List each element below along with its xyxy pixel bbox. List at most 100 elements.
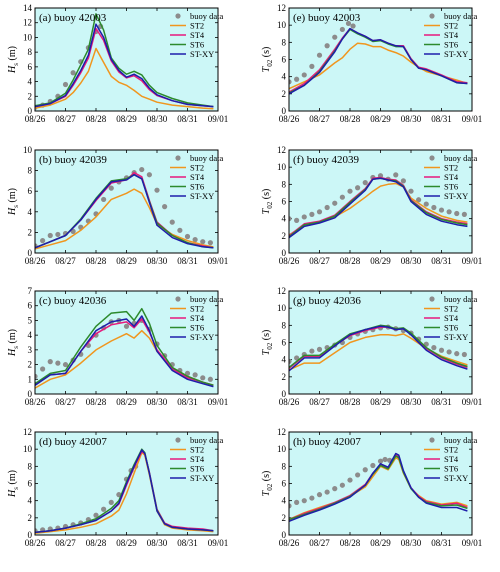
- plot-area: [289, 291, 472, 394]
- series-line-st6: [35, 307, 214, 386]
- legend-label: ST2: [190, 445, 204, 455]
- x-tick-label: 08/27: [55, 397, 76, 407]
- buoy-data-point: [355, 185, 361, 191]
- y-axis-label-unit: (s): [261, 47, 272, 60]
- buoy-data-point: [350, 23, 356, 29]
- buoy-data-point: [62, 81, 69, 88]
- panel-d: 08/26 08/27 08/28 08/29 08/30 08/31 09/01 0 2 4 6 8…: [7, 427, 228, 548]
- buoy-data-point: [362, 180, 368, 186]
- y-tick-label: 12: [277, 3, 286, 13]
- y-axis-label-unit: (s): [261, 189, 272, 202]
- y-tick-label: 4: [28, 77, 33, 87]
- buoy-data-point: [416, 197, 422, 203]
- series-line-st2: [289, 42, 468, 90]
- panel-title: (h) buoy 42007: [293, 436, 361, 448]
- legend-label: ST-XY: [190, 191, 214, 201]
- legend-marker-buoy: [429, 155, 435, 161]
- buoy-data-point: [289, 79, 292, 85]
- buoy-data-point: [382, 456, 388, 463]
- y-tick-label: 0: [282, 248, 287, 258]
- legend-label: ST4: [190, 313, 205, 323]
- legend-label: buoy data: [190, 435, 224, 445]
- y-tick-label: 4: [282, 72, 287, 82]
- buoy-data-point: [438, 347, 445, 353]
- x-tick-label: 08/31: [177, 397, 198, 407]
- panel-title: (c) buoy 42036: [39, 295, 107, 307]
- x-tick-label: 08/30: [401, 538, 422, 548]
- y-tick-label: 3: [28, 345, 33, 355]
- x-tick-label: 08/28: [86, 397, 107, 407]
- y-tick-label: 0: [28, 530, 33, 540]
- buoy-data-point: [332, 200, 338, 206]
- buoy-data-point: [454, 351, 460, 357]
- buoy-data-point: [289, 503, 292, 509]
- x-tick-label: 08/31: [177, 256, 198, 266]
- series-group: [289, 452, 468, 522]
- y-axis-label-symbol: T: [261, 348, 272, 355]
- y-axis-label-unit: (s): [261, 471, 272, 484]
- legend-marker-buoy: [175, 13, 181, 19]
- buoy-data-point: [108, 185, 114, 191]
- series-group: [289, 172, 468, 239]
- buoy-data-point: [207, 240, 213, 246]
- x-tick-label: 08/29: [370, 538, 391, 548]
- y-tick-label: 8: [28, 461, 33, 471]
- buoy-data-point: [200, 239, 206, 245]
- buoy-data-point: [289, 216, 292, 222]
- buoy-data-point: [339, 26, 345, 33]
- plot-area: [289, 8, 472, 111]
- buoy-data-point: [93, 512, 99, 518]
- buoy-data-point: [438, 207, 445, 213]
- legend-label: ST6: [190, 464, 204, 474]
- panel-h: 08/26 08/27 08/28 08/29 08/30 08/31 09/0102468…: [261, 427, 482, 548]
- buoy-data-point: [40, 238, 46, 244]
- y-axis-label: Hs (m): [7, 188, 20, 216]
- series-line-st2: [35, 47, 214, 110]
- panel-c: 08/26 08/27 08/28 08/29 08/30 08/31 09/01 0 1 2 3 4…: [7, 286, 228, 407]
- series-line-st6: [35, 13, 214, 108]
- x-tick-label: 08/29: [116, 256, 137, 266]
- y-axis-label-symbol: T: [261, 489, 272, 496]
- y-tick-label: 2: [282, 89, 287, 99]
- x-tick-label: 08/26: [25, 538, 46, 548]
- plot-frame: [288, 7, 473, 112]
- buoy-data-point: [345, 20, 352, 27]
- x-tick-label: 08/30: [147, 114, 168, 124]
- x-tick-label: 08/30: [147, 538, 168, 548]
- x-tick-label: 09/01: [208, 114, 229, 124]
- plot-frame: [288, 290, 473, 395]
- buoy-data-point: [40, 366, 46, 372]
- panel-title: (a) buoy 42003: [39, 12, 107, 24]
- x-tick-label: 08/28: [86, 538, 107, 548]
- x-tick-label: 08/26: [279, 114, 300, 124]
- buoy-data-point: [62, 361, 69, 368]
- y-tick-label: 6: [282, 338, 287, 348]
- legend-label: buoy data: [190, 153, 224, 163]
- panel-a: 08/26 08/27 08/28 08/29 08/30 08/31 09/01 0 2 4 6 8…: [7, 3, 228, 124]
- x-tick-label: 08/28: [86, 114, 107, 124]
- buoy-data-point: [339, 194, 345, 200]
- y-axis-label-subscript: s: [12, 63, 20, 66]
- x-tick-label: 09/01: [462, 114, 483, 124]
- buoy-data-point: [35, 373, 38, 379]
- legend-label: ST4: [444, 454, 459, 464]
- panel-g: 08/26 08/27 08/28 08/29 08/30 08/31 09/0102468…: [261, 286, 482, 407]
- y-axis-label-unit: (m): [7, 188, 18, 205]
- y-axis-label-subscript: 02: [266, 59, 274, 67]
- panel-f: 08/26 08/27 08/28 08/29 08/30 08/31 09/0102468…: [261, 145, 482, 266]
- buoy-data-point: [339, 482, 345, 488]
- x-tick-label: 08/26: [279, 256, 300, 266]
- legend-label: ST2: [444, 21, 458, 31]
- buoy-data-point: [192, 237, 198, 243]
- x-tick-label: 08/30: [401, 397, 422, 407]
- buoy-data-point: [316, 346, 323, 352]
- x-tick-label: 09/01: [208, 256, 229, 266]
- legend-label: ST6: [444, 182, 458, 192]
- buoy-data-point: [461, 211, 467, 217]
- legend-marker-buoy: [175, 437, 181, 443]
- x-tick-label: 08/27: [55, 538, 76, 548]
- y-tick-label: 0: [28, 248, 33, 258]
- legend-label: ST4: [444, 172, 459, 182]
- series-group: [35, 307, 214, 389]
- y-tick-label: 6: [282, 55, 287, 65]
